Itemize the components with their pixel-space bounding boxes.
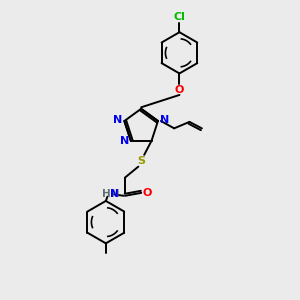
Text: O: O xyxy=(142,188,152,198)
Text: O: O xyxy=(175,85,184,94)
Text: Cl: Cl xyxy=(173,13,185,22)
Text: HN: HN xyxy=(102,189,119,199)
Text: N: N xyxy=(113,115,122,124)
Text: N: N xyxy=(110,189,118,199)
Text: S: S xyxy=(137,156,145,166)
Text: N: N xyxy=(160,115,169,124)
Text: N: N xyxy=(120,136,129,146)
